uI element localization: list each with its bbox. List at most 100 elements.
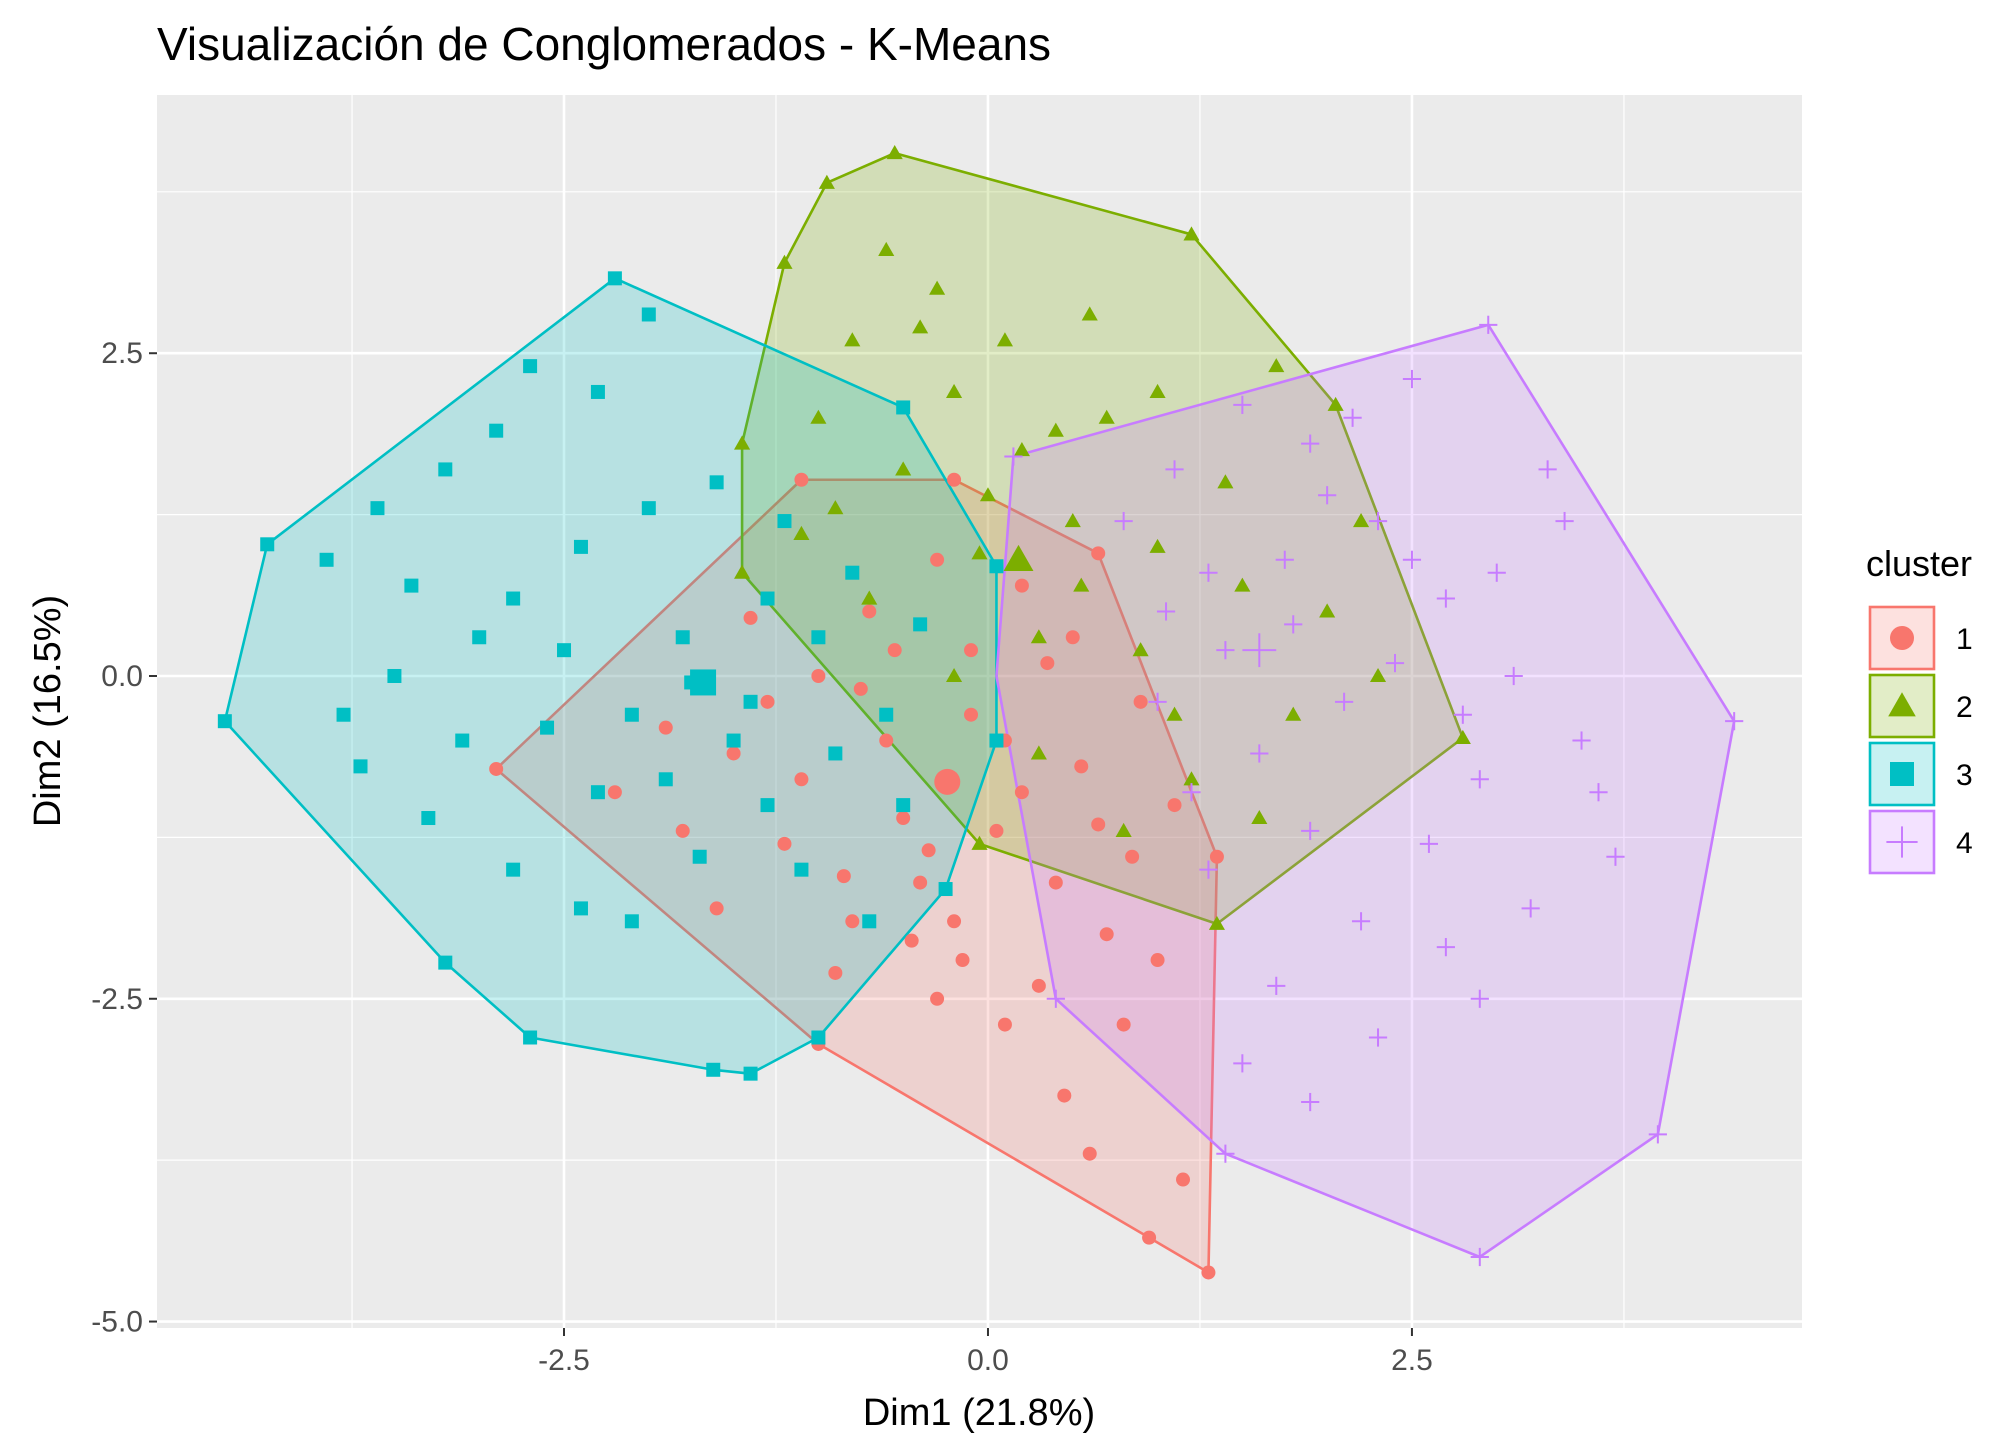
- cluster-2-point: [1285, 706, 1302, 721]
- cluster-2-point: [1115, 822, 1132, 837]
- x-tick-label: 2.5: [1391, 1344, 1433, 1377]
- cluster-3-point: [523, 1030, 538, 1045]
- cluster-4-point: [1725, 712, 1744, 731]
- legend-title: cluster: [1866, 543, 1972, 584]
- cluster-1-centroid: [934, 768, 961, 795]
- cluster-3-point: [540, 720, 555, 735]
- cluster-2-point: [1030, 745, 1047, 760]
- cluster-3-point: [557, 643, 572, 658]
- cluster-1-point: [862, 604, 877, 619]
- cluster-2-point: [1353, 513, 1370, 528]
- cluster-3-point: [641, 307, 656, 322]
- cluster-1-point: [1074, 759, 1089, 774]
- y-axis-title: Dim2 (16.5%): [27, 595, 69, 827]
- cluster-3-point: [624, 707, 639, 722]
- cluster-2-point: [827, 500, 844, 515]
- cluster-1-point: [1209, 849, 1224, 864]
- cluster-2-point: [1149, 383, 1166, 398]
- chart-title: Visualización de Conglomerados - K-Means: [157, 18, 1051, 70]
- cluster-2-point: [1098, 409, 1115, 424]
- cluster-1-point: [955, 953, 970, 968]
- cluster-2-point: [1013, 442, 1030, 457]
- cluster-1-point: [845, 914, 860, 929]
- cluster-3-point: [607, 271, 622, 286]
- cluster-3-point: [387, 668, 402, 683]
- cluster-3-point: [353, 759, 368, 774]
- y-axis-ticks: 2.5 0.0 -2.5 -5.0: [91, 337, 157, 1339]
- cluster-1-point: [1167, 798, 1182, 813]
- cluster-2-centroid: [1003, 544, 1034, 572]
- cluster-2-point: [912, 319, 929, 334]
- cluster-4-point: [1385, 653, 1405, 673]
- cluster-3-point: [896, 400, 911, 415]
- cluster-1-point: [726, 746, 741, 761]
- cluster-1-point: [887, 643, 902, 658]
- cluster-3-point: [726, 733, 741, 748]
- cluster-4-point: [1284, 615, 1303, 634]
- cluster-2-point: [734, 435, 751, 450]
- cluster-2-point: [971, 545, 988, 560]
- grid-major: [157, 95, 1802, 1328]
- cluster-3-point: [692, 849, 707, 864]
- cluster-3-centroid: [690, 669, 717, 696]
- cluster-2-point: [1132, 642, 1149, 657]
- cluster-4-point: [1470, 1247, 1489, 1267]
- cluster-4-point: [1343, 408, 1362, 427]
- cluster-centroids: [690, 544, 1277, 795]
- cluster-2-point: [1217, 474, 1234, 489]
- legend-key-box: [1868, 809, 1936, 875]
- cluster-1-point: [853, 681, 868, 696]
- cluster-3-point: [319, 552, 334, 567]
- legend-key-symbol: [1886, 826, 1918, 858]
- cluster-2-point: [1454, 729, 1471, 745]
- legend-label-4: 4: [1956, 827, 1973, 860]
- cluster-1-point: [709, 901, 724, 916]
- cluster-4-point: [1199, 563, 1218, 582]
- cluster-1-point: [913, 875, 928, 890]
- cluster-3-point: [421, 811, 436, 826]
- cluster-1-point: [947, 472, 962, 487]
- cluster-1-point: [1040, 656, 1055, 671]
- cluster-1-point: [675, 823, 690, 838]
- cluster-4-point: [1368, 1028, 1388, 1047]
- cluster-2-point: [818, 174, 835, 189]
- cluster-3-point: [455, 733, 470, 748]
- cluster-3-point: [706, 1062, 721, 1077]
- cluster-1-point: [930, 991, 945, 1006]
- cluster-4-point: [1436, 589, 1455, 608]
- cluster-2-point: [1166, 706, 1183, 721]
- cluster-4-point: [1487, 563, 1506, 582]
- cluster-4-point: [1606, 847, 1625, 866]
- cluster-3-point: [404, 578, 419, 593]
- cluster-1-point: [1014, 785, 1029, 800]
- cluster-2-point: [1319, 603, 1336, 618]
- cluster-3-point: [260, 537, 275, 552]
- cluster-1-point: [1150, 953, 1165, 968]
- cluster-2-point: [1149, 538, 1166, 553]
- cluster-1-point: [489, 761, 504, 776]
- legend-key-3: [1868, 741, 1936, 807]
- cluster-1-point: [930, 552, 945, 567]
- cluster-2-point: [971, 835, 988, 850]
- cluster-1-point: [836, 869, 851, 884]
- cluster-4-point: [1233, 1054, 1252, 1073]
- cluster-4-point: [1572, 731, 1591, 750]
- cluster-3-point: [811, 630, 826, 645]
- cluster-3-point: [641, 501, 656, 516]
- cluster-1-point: [896, 811, 911, 826]
- cluster-3-point: [573, 539, 588, 554]
- cluster-2-point: [1369, 667, 1387, 683]
- cluster-4-centroid: [1242, 633, 1277, 668]
- cluster-1-point: [1142, 1230, 1157, 1245]
- cluster-2-point: [1030, 629, 1047, 644]
- cluster-4-point: [1233, 395, 1252, 414]
- cluster-1-point: [879, 733, 894, 748]
- cluster-1-point: [828, 965, 843, 980]
- cluster-1-point: [658, 720, 673, 735]
- cluster-2-point: [844, 332, 861, 347]
- cluster-1-point: [1082, 1146, 1097, 1161]
- cluster-1-point: [1065, 630, 1080, 645]
- cluster-4-point: [1216, 641, 1235, 660]
- cluster-1-point: [1031, 978, 1046, 993]
